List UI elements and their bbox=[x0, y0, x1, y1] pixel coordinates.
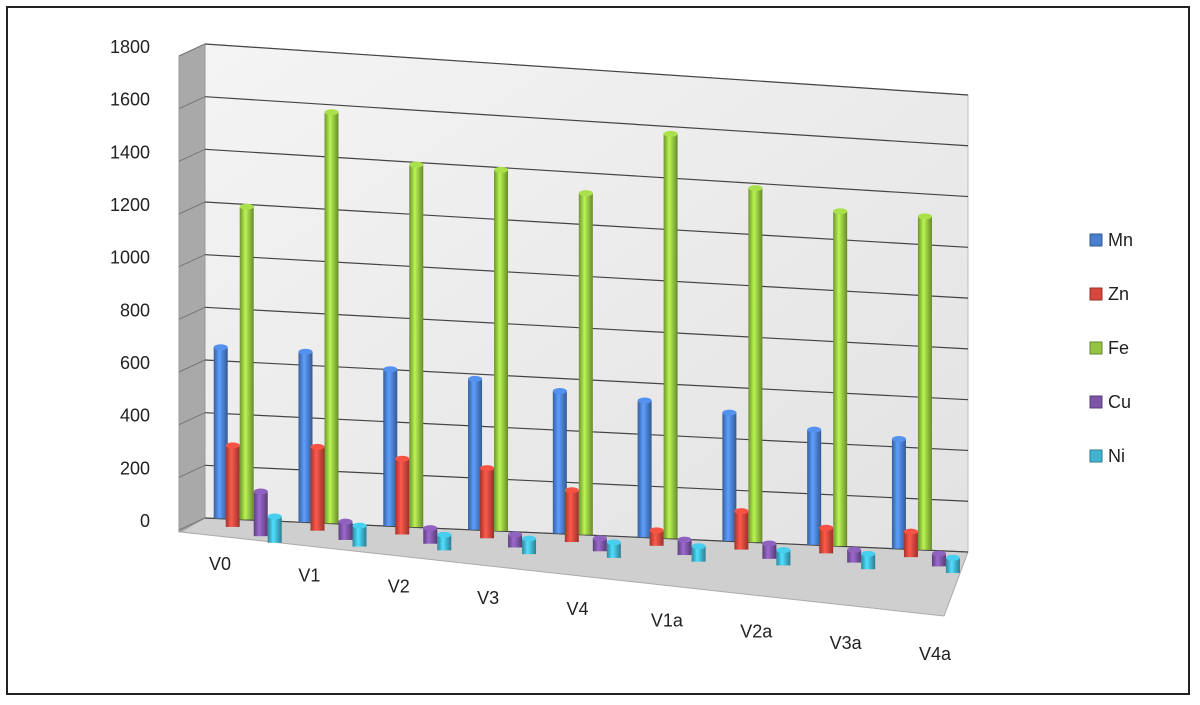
bar bbox=[776, 547, 791, 566]
bar bbox=[578, 190, 593, 535]
bar bbox=[807, 426, 822, 545]
bar bbox=[480, 465, 495, 539]
bar bbox=[423, 525, 438, 544]
bar bbox=[691, 543, 706, 562]
legend-label: Fe bbox=[1108, 338, 1129, 358]
bar bbox=[847, 546, 862, 563]
bar bbox=[522, 535, 537, 555]
legend-item: Cu bbox=[1089, 392, 1131, 412]
legend-label: Zn bbox=[1108, 284, 1129, 304]
legend-label: Ni bbox=[1108, 446, 1125, 466]
side-wall bbox=[178, 43, 206, 533]
category-label: V1 bbox=[298, 565, 320, 585]
bar bbox=[225, 442, 240, 527]
bar bbox=[352, 522, 367, 547]
bar bbox=[931, 550, 946, 567]
y-tick-label: 400 bbox=[120, 406, 150, 426]
bar bbox=[468, 375, 483, 530]
bar bbox=[409, 161, 424, 528]
bar bbox=[395, 455, 410, 535]
bar bbox=[508, 531, 523, 548]
bar bbox=[917, 213, 932, 550]
bar bbox=[239, 203, 254, 520]
bar bbox=[253, 488, 268, 537]
x-axis-category-labels: V0 V1 V2 V3 V4 V1a V2a V3a V4a bbox=[209, 554, 952, 664]
category-label: V3 bbox=[477, 588, 499, 608]
bar bbox=[734, 508, 749, 550]
y-tick-label: 1000 bbox=[110, 248, 150, 268]
bar bbox=[945, 554, 960, 574]
bar bbox=[324, 109, 339, 524]
legend-label: Mn bbox=[1108, 230, 1133, 250]
y-tick-label: 800 bbox=[120, 300, 150, 320]
bar bbox=[267, 513, 282, 543]
bar bbox=[762, 540, 777, 559]
bar bbox=[552, 388, 567, 534]
legend-item: Ni bbox=[1089, 446, 1125, 466]
y-axis-tick-labels: 0 200 400 600 800 1000 1200 1400 1600 1800 bbox=[110, 37, 150, 531]
y-tick-label: 1400 bbox=[110, 142, 150, 162]
y-tick-label: 1200 bbox=[110, 195, 150, 215]
bar bbox=[637, 397, 652, 538]
bar bbox=[861, 550, 876, 570]
bar bbox=[310, 443, 325, 531]
bar bbox=[564, 487, 579, 543]
y-tick-label: 0 bbox=[140, 511, 150, 531]
legend-item: Fe bbox=[1089, 338, 1129, 358]
gridline bbox=[204, 43, 969, 96]
y-tick-label: 600 bbox=[120, 353, 150, 373]
bar bbox=[722, 409, 737, 542]
category-label: V4 bbox=[566, 599, 588, 619]
bar bbox=[649, 527, 664, 546]
y-tick-label: 1800 bbox=[110, 37, 150, 57]
bar bbox=[213, 344, 228, 519]
bar bbox=[338, 518, 353, 540]
bars bbox=[213, 109, 960, 574]
bar bbox=[663, 130, 678, 539]
bar bbox=[677, 536, 692, 556]
category-label: V3a bbox=[830, 633, 863, 653]
bar bbox=[891, 436, 906, 549]
bar bbox=[383, 366, 398, 526]
legend-item: Mn bbox=[1089, 230, 1133, 250]
legend-item: Zn bbox=[1089, 284, 1129, 304]
category-label: V2a bbox=[740, 622, 773, 642]
legend-label: Cu bbox=[1108, 392, 1131, 412]
gridline bbox=[204, 96, 969, 147]
bar bbox=[833, 208, 848, 546]
bar bbox=[298, 348, 313, 523]
bar bbox=[437, 531, 452, 551]
category-label: V2 bbox=[388, 577, 410, 597]
gridline bbox=[204, 517, 969, 553]
category-label: V4a bbox=[919, 644, 952, 664]
category-label: V0 bbox=[209, 554, 231, 574]
bar bbox=[494, 166, 509, 531]
y-tick-label: 200 bbox=[120, 458, 150, 478]
legend: Mn Zn Fe Cu Ni bbox=[1089, 230, 1133, 466]
bar bbox=[748, 185, 763, 543]
category-label: V1a bbox=[651, 610, 684, 630]
bar bbox=[606, 539, 621, 558]
bar bbox=[903, 528, 918, 558]
bar bbox=[819, 524, 834, 554]
y-tick-label: 1600 bbox=[110, 90, 150, 110]
bar bbox=[592, 535, 607, 552]
